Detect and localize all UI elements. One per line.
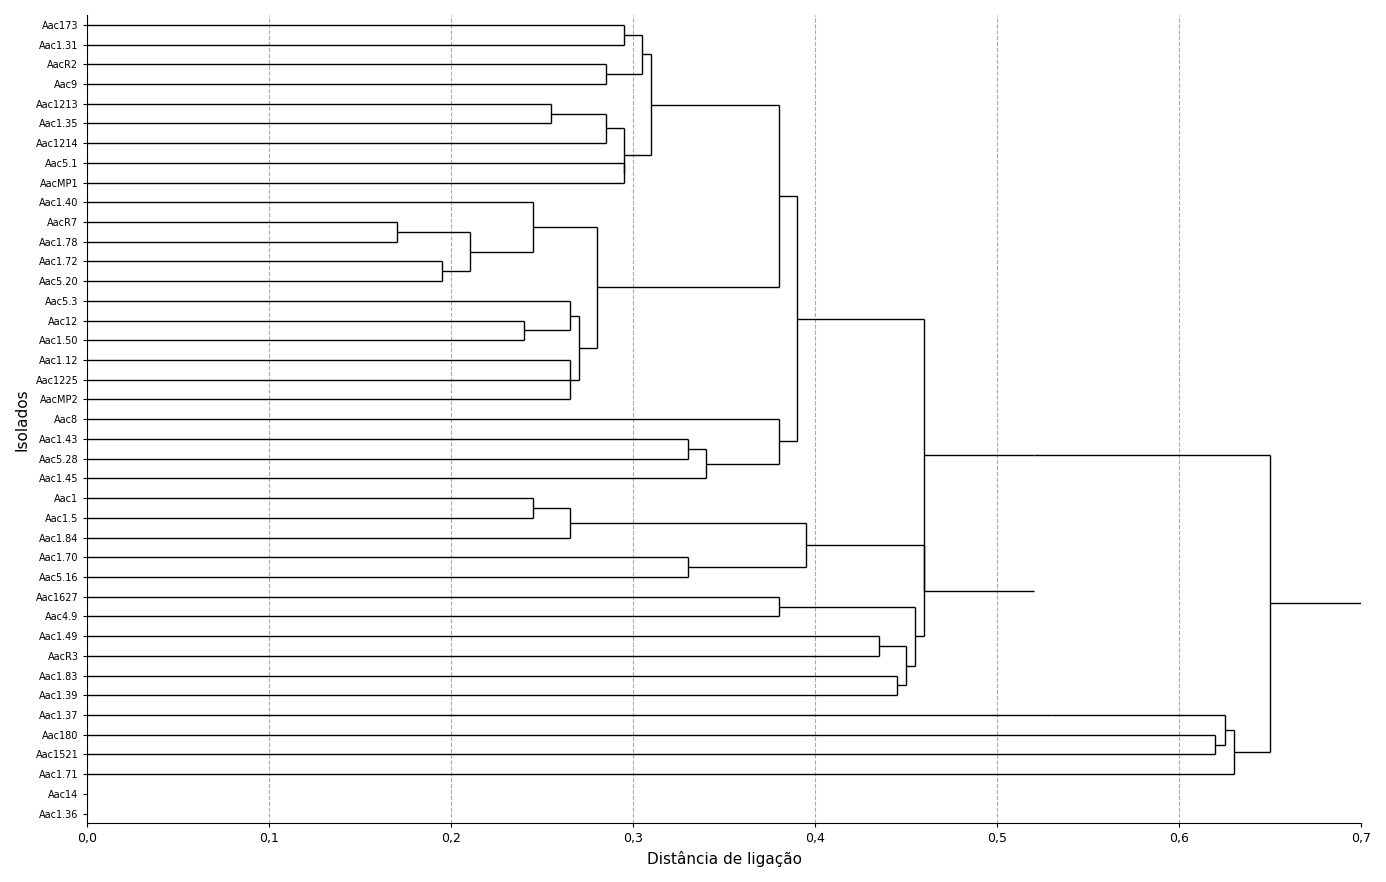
X-axis label: Distância de ligação: Distância de ligação — [647, 851, 801, 867]
Y-axis label: Isolados: Isolados — [15, 388, 30, 451]
